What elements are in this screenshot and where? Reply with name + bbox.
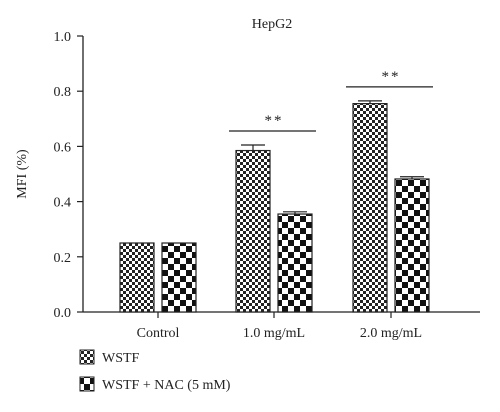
bar-wstf-0: [119, 242, 155, 313]
y-axis-label: MFI (%): [15, 149, 30, 199]
legend-label-0: WSTF: [102, 351, 140, 366]
bar-wstf-1: [235, 149, 271, 313]
x-ticks: Control 1.0 mg/mL 2.0 mg/mL: [137, 312, 422, 341]
y-ticks: 0.0 0.2 0.4 0.6 0.8 1.0: [54, 30, 83, 321]
y-tick-label: 1.0: [54, 30, 72, 45]
x-tick-label: Control: [137, 326, 180, 341]
significance-markers: ** **: [229, 69, 433, 132]
bars: [119, 103, 430, 313]
x-tick-label: 2.0 mg/mL: [360, 326, 422, 341]
legend-label-1: WSTF + NAC (5 mM): [102, 378, 231, 393]
y-tick-label: 0.4: [54, 196, 72, 211]
y-tick-label: 0.0: [54, 306, 72, 321]
error-bars: [241, 100, 424, 215]
significance-label: **: [382, 69, 401, 85]
bar-wstf-nac-2: [394, 178, 430, 313]
y-tick-label: 0.2: [54, 251, 72, 266]
legend-swatch-1: [79, 376, 95, 392]
bar-wstf-2: [352, 103, 388, 313]
legend-swatch-0: [79, 349, 95, 365]
significance-label: **: [265, 113, 284, 129]
chart-title: HepG2: [252, 17, 292, 32]
y-tick-label: 0.8: [54, 85, 72, 100]
legend: WSTF WSTF + NAC (5 mM): [79, 349, 231, 393]
y-tick-label: 0.6: [54, 140, 72, 155]
bar-wstf-nac-1: [277, 213, 313, 313]
x-tick-label: 1.0 mg/mL: [243, 326, 305, 341]
bar-wstf-nac-0: [161, 242, 197, 313]
